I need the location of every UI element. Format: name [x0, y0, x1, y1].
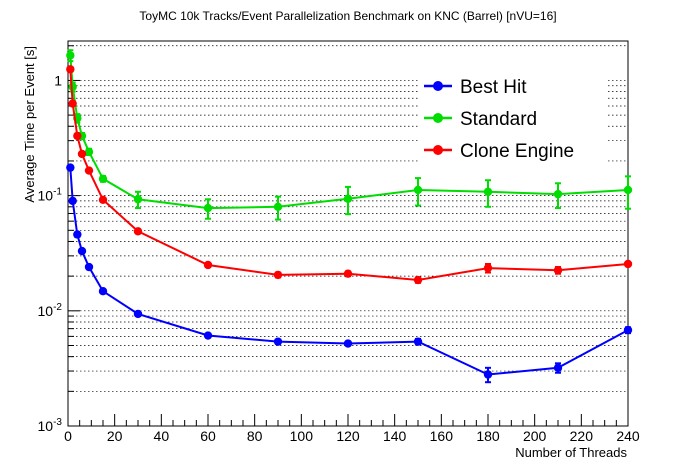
- legend-label: Standard: [460, 109, 537, 130]
- data-point: [98, 287, 108, 296]
- data-point: [66, 65, 75, 74]
- legend-swatch-marker: [433, 145, 443, 155]
- data-point: [623, 259, 633, 269]
- series-standard: [66, 49, 633, 221]
- data-point: [413, 275, 423, 285]
- data-point: [553, 189, 563, 199]
- data-point: [273, 337, 283, 346]
- data-point: [483, 370, 493, 379]
- series-best-hit: [66, 163, 633, 384]
- legend: Best Hit Standard Clone Engine: [418, 68, 608, 170]
- legend-swatch-marker: [433, 113, 443, 123]
- x-tick-label: 60: [200, 428, 216, 444]
- data-point: [98, 195, 108, 204]
- x-tick-label: 220: [570, 428, 594, 444]
- data-point: [203, 260, 213, 270]
- x-tick-label: 40: [154, 428, 170, 444]
- legend-label: Clone Engine: [460, 141, 574, 162]
- x-tick-label: 200: [523, 428, 547, 444]
- x-tick-label: 0: [64, 428, 72, 444]
- y-tick-label: 10-2: [38, 302, 63, 319]
- data-point: [73, 230, 82, 239]
- chart-title: ToyMC 10k Tracks/Event Parallelization B…: [139, 9, 556, 23]
- data-point: [623, 185, 633, 195]
- x-tick-label: 20: [107, 428, 123, 444]
- x-tick-label: 100: [290, 428, 314, 444]
- y-tick-label: 1: [54, 72, 62, 88]
- data-point: [84, 262, 94, 272]
- x-tick-label: 120: [336, 428, 360, 444]
- x-tick-label: 160: [430, 428, 454, 444]
- y-tick-label: 10-3: [38, 417, 63, 434]
- legend-item: Best Hit: [424, 77, 527, 98]
- data-point: [77, 246, 87, 256]
- data-point: [483, 263, 493, 273]
- data-point: [273, 202, 283, 211]
- series-layer: [66, 49, 633, 384]
- x-tick-label: 240: [616, 428, 640, 444]
- data-point: [203, 203, 213, 213]
- x-tick-label: 80: [247, 428, 263, 444]
- data-point: [68, 196, 77, 206]
- data-point: [273, 270, 283, 280]
- x-tick-label: 140: [383, 428, 407, 444]
- data-point: [66, 51, 75, 60]
- y-axis-label: Average Time per Event [s]: [22, 46, 37, 203]
- data-point: [133, 309, 143, 319]
- x-tick-label: 180: [476, 428, 500, 444]
- data-point: [73, 131, 82, 141]
- data-point: [343, 194, 353, 203]
- data-point: [98, 174, 108, 183]
- data-point: [413, 337, 423, 346]
- data-point: [343, 339, 353, 348]
- legend-swatch-marker: [433, 81, 443, 91]
- data-point: [203, 331, 213, 340]
- series-clone-engine: [66, 65, 633, 285]
- legend-label: Best Hit: [460, 77, 527, 98]
- data-point: [623, 325, 633, 335]
- data-point: [343, 269, 353, 278]
- y-tick-label: 10-1: [38, 187, 63, 204]
- data-point: [68, 99, 77, 108]
- data-point: [553, 266, 563, 275]
- data-point: [84, 147, 94, 157]
- legend-item: Clone Engine: [424, 141, 574, 162]
- data-point: [413, 185, 423, 195]
- data-point: [133, 195, 143, 204]
- x-axis: 0 20 40 60 80 100 120 140 160 180 200 220 240: [64, 414, 640, 444]
- x-axis-label: Number of Threads: [515, 445, 627, 460]
- data-point: [483, 187, 493, 196]
- data-point: [133, 227, 143, 236]
- data-point: [66, 163, 75, 172]
- data-point: [84, 166, 94, 175]
- data-point: [553, 363, 563, 373]
- legend-item: Standard: [424, 109, 537, 130]
- data-point: [77, 149, 87, 159]
